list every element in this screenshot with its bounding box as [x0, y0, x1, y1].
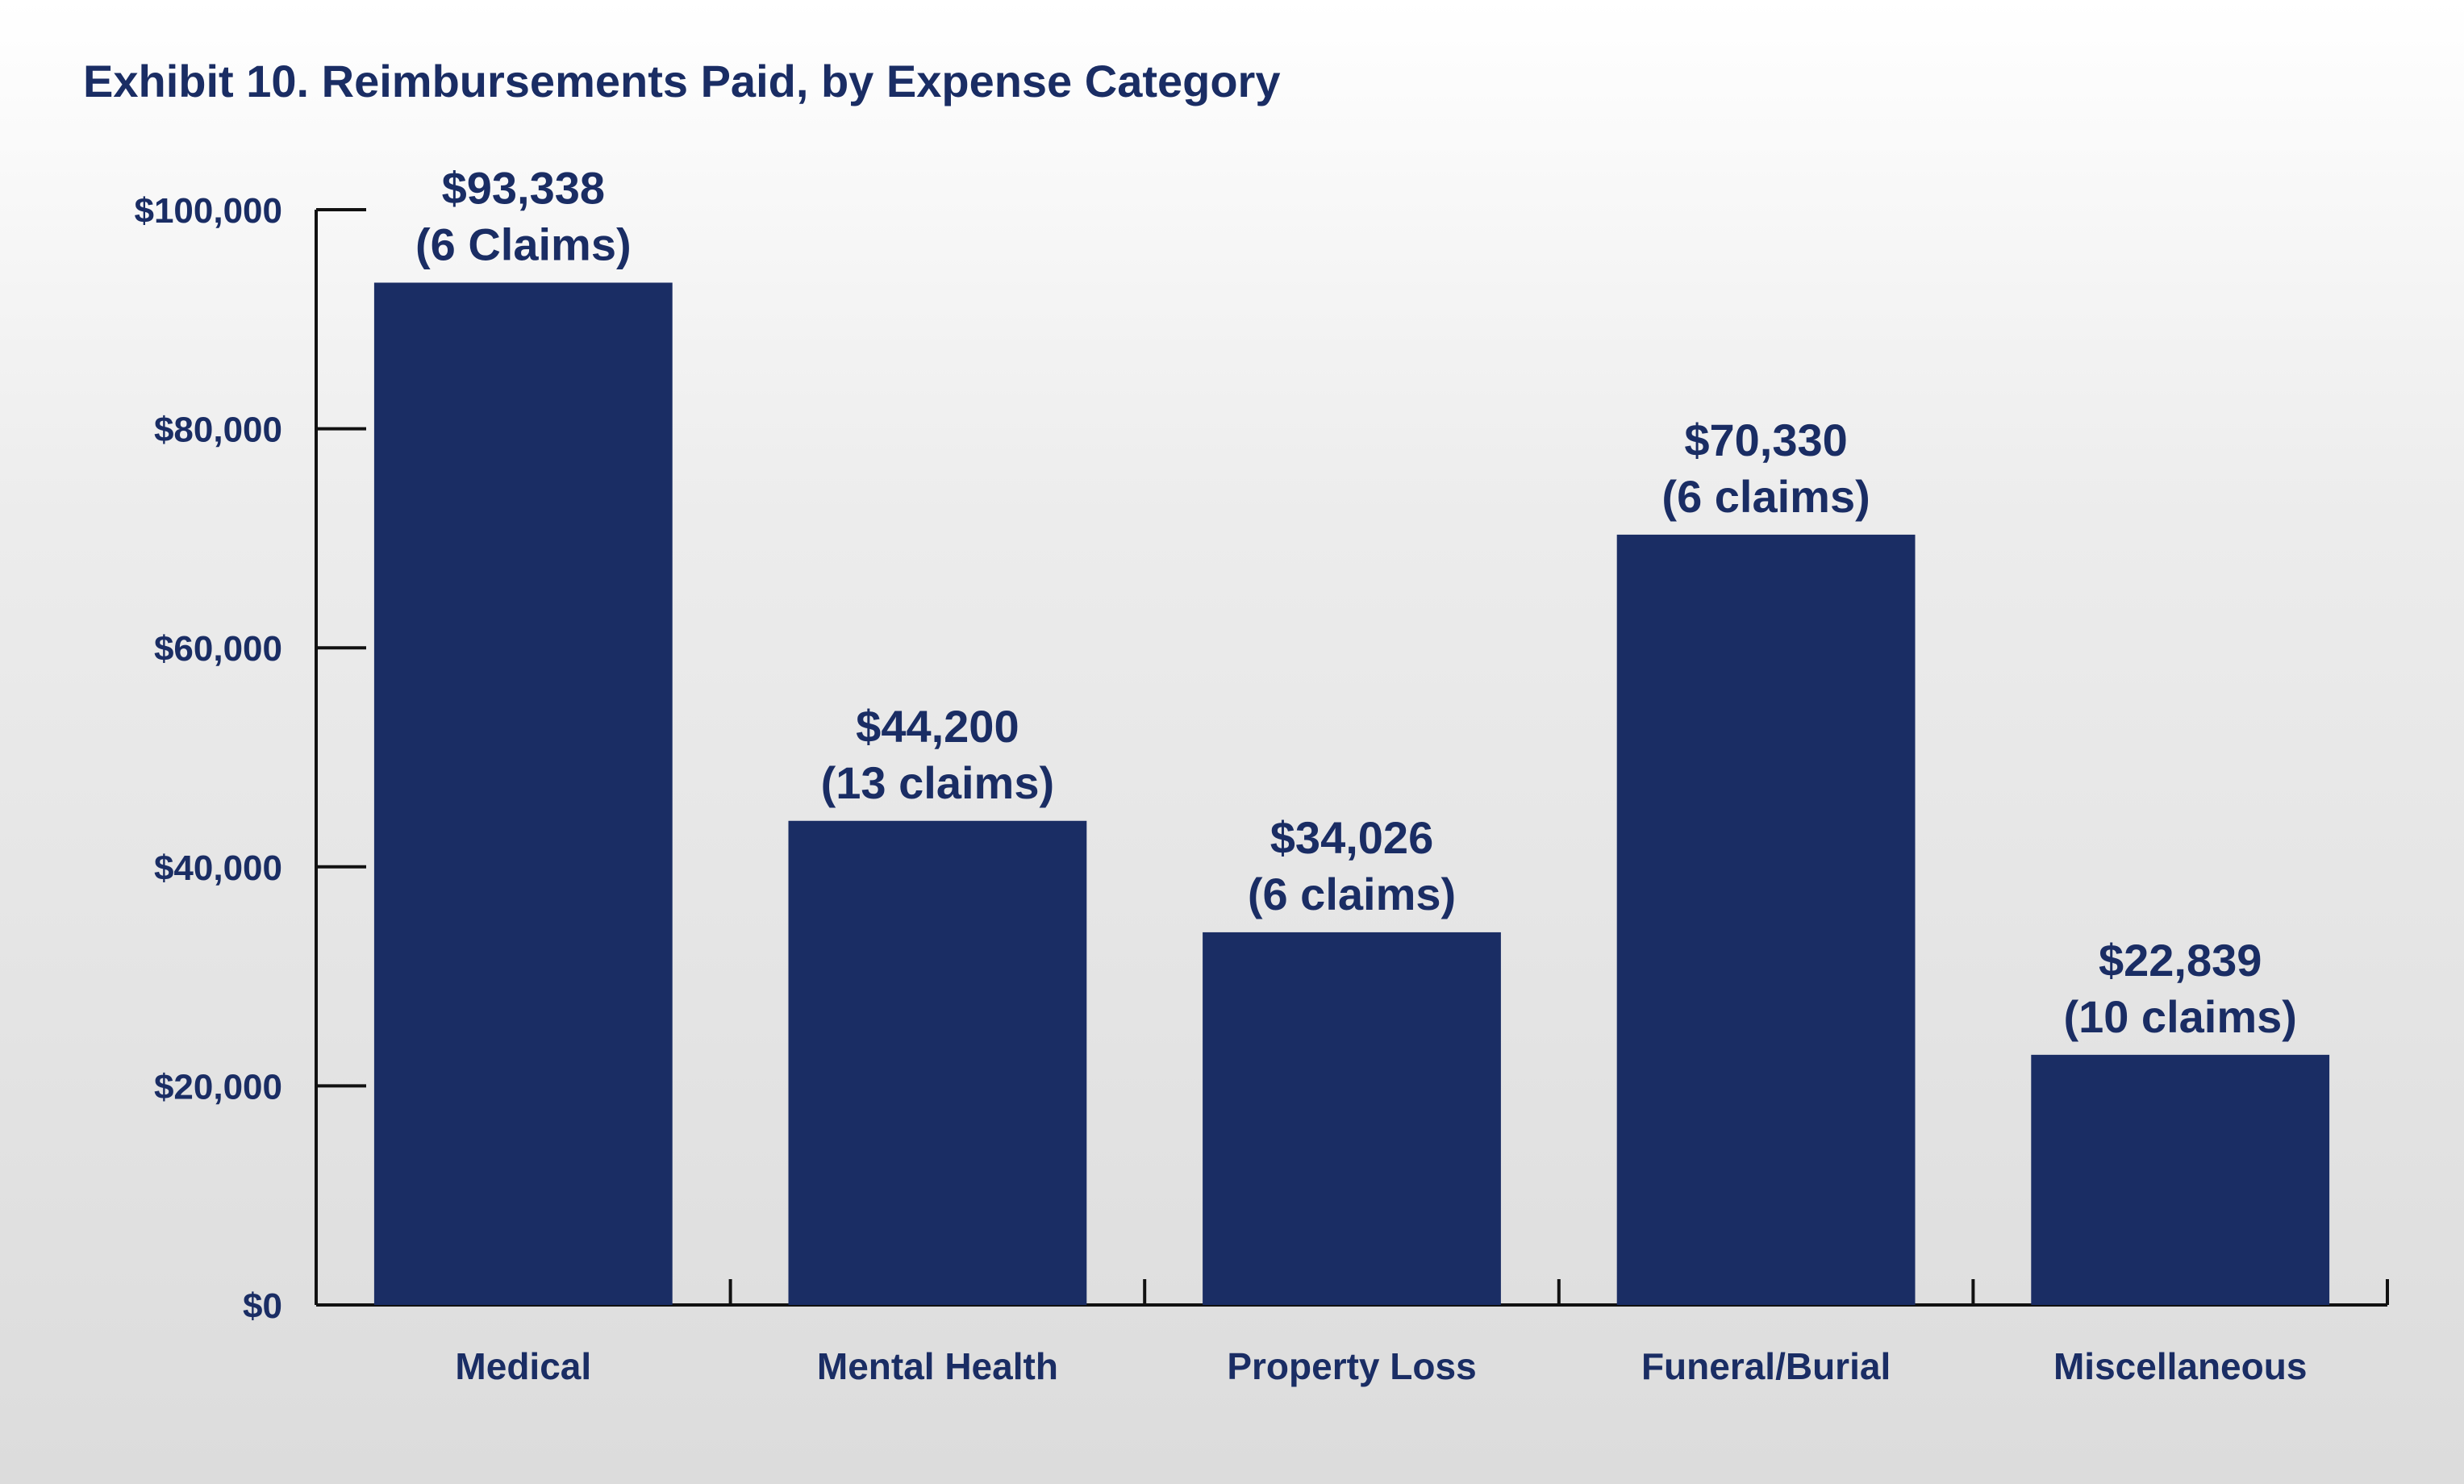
category-label: Miscellaneous	[2053, 1345, 2307, 1387]
chart-title: Exhibit 10. Reimbursements Paid, by Expe…	[83, 56, 1281, 106]
claims-label: (6 Claims)	[415, 219, 632, 269]
y-tick-label: $20,000	[154, 1067, 282, 1107]
y-tick-label: $60,000	[154, 629, 282, 669]
y-tick-label: $40,000	[154, 848, 282, 888]
category-label: Mental Health	[817, 1345, 1058, 1387]
claims-label: (6 claims)	[1248, 869, 1456, 919]
y-tick-label: $80,000	[154, 411, 282, 450]
bar	[1203, 932, 1501, 1305]
category-label: Funeral/Burial	[1641, 1345, 1891, 1387]
claims-label: (13 claims)	[821, 757, 1055, 808]
y-tick-label: $100,000	[134, 191, 282, 231]
value-label: $44,200	[856, 701, 1019, 752]
y-axis: $0 $20,000 $40,000 $60,000 $80,000 $100,000	[134, 191, 366, 1326]
x-axis: Medical Mental Health Property Loss Funeral…	[316, 1279, 2389, 1387]
claims-label: (10 claims)	[2063, 991, 2297, 1042]
category-label: Medical	[455, 1345, 591, 1387]
bar	[1616, 534, 1916, 1305]
bar	[788, 820, 1087, 1305]
bars	[373, 282, 2330, 1305]
category-label: Property Loss	[1227, 1345, 1476, 1387]
value-label: $70,330	[1684, 415, 1847, 465]
bar	[2031, 1054, 2330, 1305]
value-label: $34,026	[1270, 812, 1433, 863]
bar	[373, 282, 673, 1305]
value-label: $93,338	[442, 162, 605, 213]
y-tick-label: $0	[243, 1286, 282, 1326]
value-label: $22,839	[2099, 935, 2262, 986]
claims-label: (6 claims)	[1661, 471, 1870, 522]
data-labels: $93,338 (6 Claims) $44,200(13 claims) $34,0…	[415, 162, 2297, 1041]
